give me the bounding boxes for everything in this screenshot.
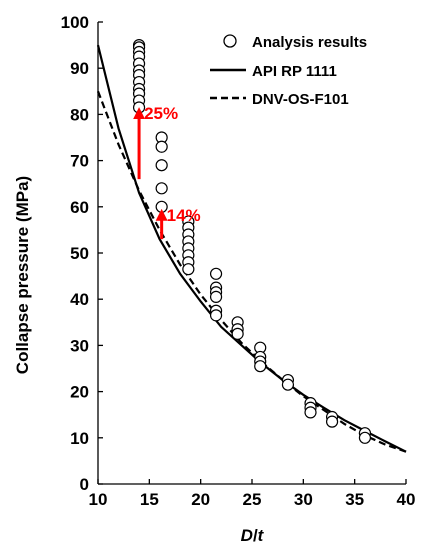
data-point [325, 415, 339, 428]
x-tick-label: 15 [140, 490, 159, 509]
data-point [155, 159, 168, 172]
x-tick-label: 25 [243, 490, 262, 509]
y-tick-label: 20 [70, 383, 89, 402]
x-axis-label: D/t [241, 526, 265, 545]
dnv-curve [96, 90, 407, 453]
y-axis-label: Collapse pressure (MPa) [13, 176, 32, 374]
y-tick-label: 60 [70, 198, 89, 217]
y-tick-label: 30 [70, 336, 89, 355]
y-tick-label: 80 [70, 105, 89, 124]
x-tick-label: 30 [294, 490, 313, 509]
data-point [358, 431, 372, 444]
increase-label: 25% [144, 104, 178, 123]
x-tick-label: 40 [397, 490, 416, 509]
x-axis-label-d: D [241, 526, 253, 545]
data-point [182, 263, 195, 276]
data-point [132, 101, 146, 114]
y-tick-label: 0 [80, 475, 89, 494]
data-point [209, 309, 223, 322]
data-point [155, 140, 168, 153]
x-axis-label-t: t [258, 526, 265, 545]
data-point [281, 378, 295, 391]
data-point [209, 267, 223, 280]
data-point [155, 200, 168, 213]
y-tick-label: 90 [70, 59, 89, 78]
x-axis-label-slash: / [253, 526, 258, 545]
legend-label-api: API RP 1111 [252, 63, 337, 80]
x-tick-label: 35 [345, 490, 364, 509]
y-tick-label: 100 [61, 13, 89, 32]
y-tick-label: 40 [70, 290, 89, 309]
data-point [155, 182, 168, 195]
api-curve [96, 44, 407, 453]
data-point [304, 406, 317, 419]
data-point [231, 327, 244, 340]
y-tick-label: 70 [70, 152, 89, 171]
y-tick-label: 50 [70, 244, 89, 263]
x-tick-label: 10 [89, 490, 108, 509]
x-tick-label: 20 [191, 490, 210, 509]
data-point [209, 290, 223, 303]
data-point [254, 360, 267, 373]
increase-label: 14% [167, 206, 201, 225]
legend: Analysis results API RP 1111 DNV-OS-F101 [210, 34, 367, 108]
legend-label-analysis: Analysis results [252, 34, 367, 51]
legend-marker-analysis [223, 34, 237, 48]
y-tick-label: 10 [70, 429, 89, 448]
legend-label-dnv: DNV-OS-F101 [252, 91, 349, 108]
